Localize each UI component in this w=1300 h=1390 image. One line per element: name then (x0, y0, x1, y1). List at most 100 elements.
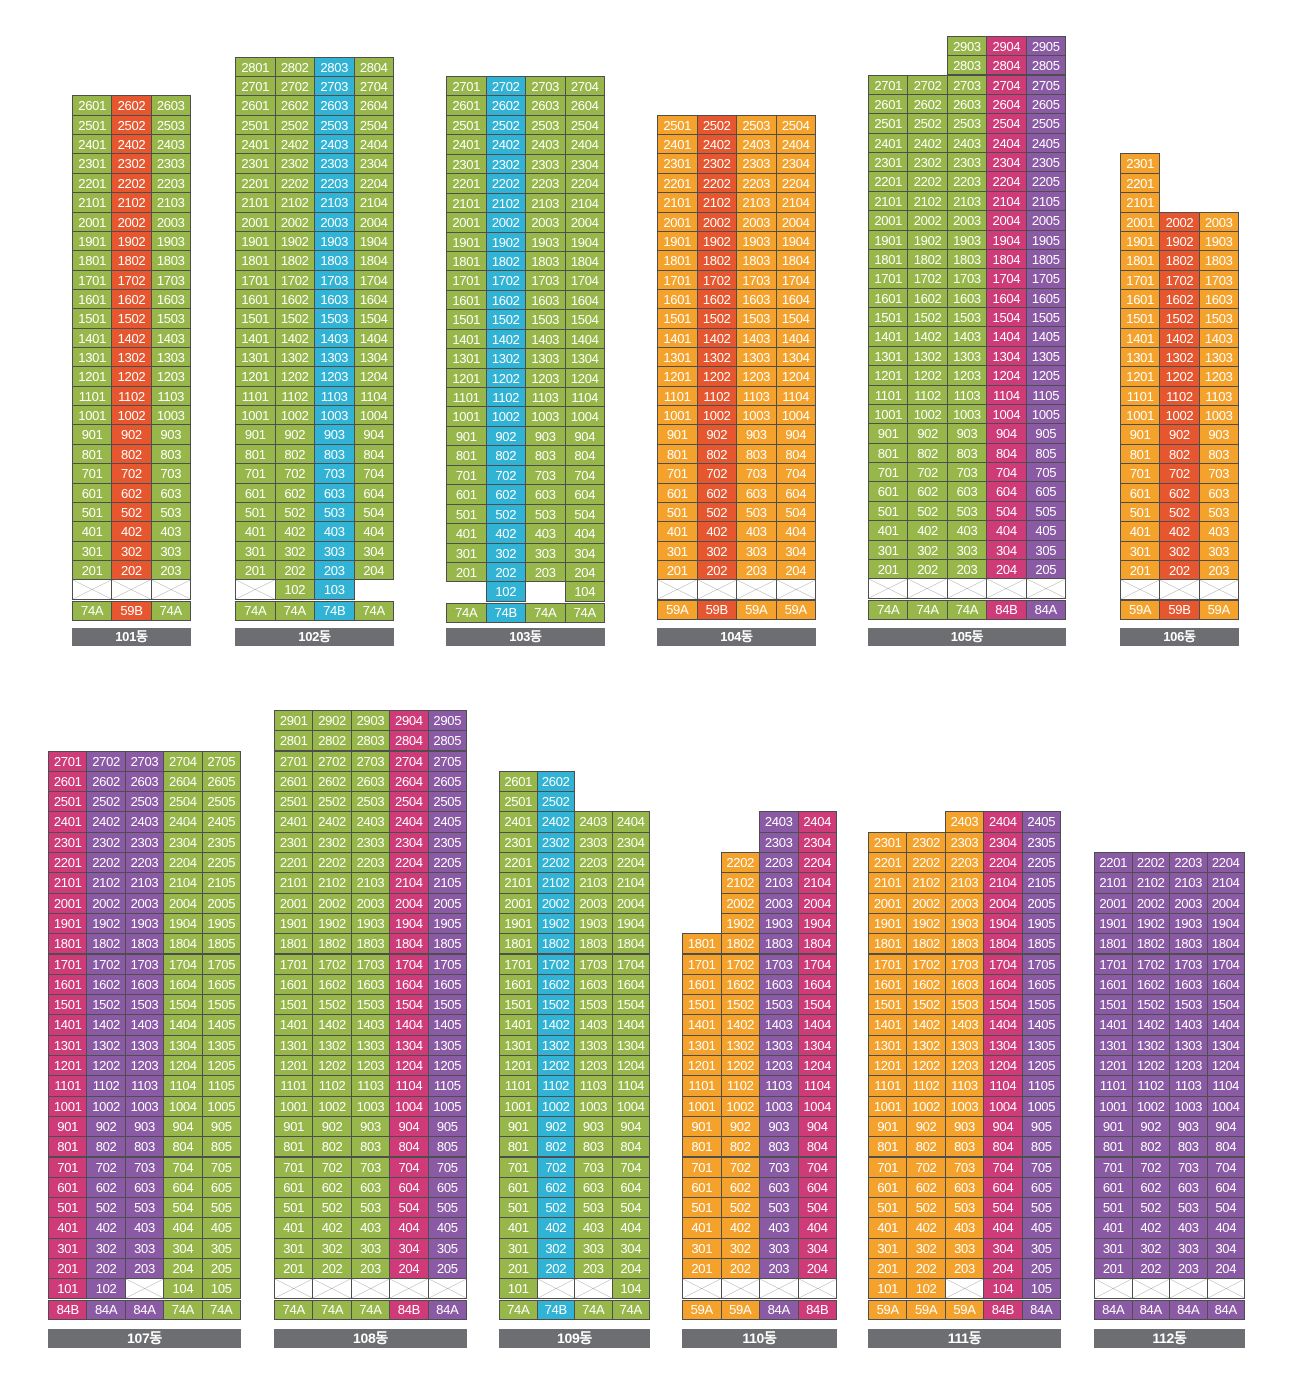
unit-cell[interactable]: 904 (564, 425, 605, 447)
unit-cell[interactable]: 404 (163, 1217, 203, 1239)
unit-cell[interactable]: 2004 (564, 212, 605, 233)
unit-cell[interactable]: 701 (72, 463, 113, 484)
unit-cell[interactable]: 2302 (86, 831, 126, 853)
unit-cell[interactable]: 902 (274, 424, 315, 445)
unit-cell[interactable]: 2305 (1021, 831, 1061, 853)
unit-cell[interactable]: 2301 (868, 831, 908, 853)
unit-cell[interactable]: 2102 (696, 192, 737, 213)
unit-cell[interactable]: 201 (499, 1258, 538, 1280)
unit-cell[interactable]: 1001 (868, 403, 909, 425)
unit-cell[interactable]: 1404 (1206, 1014, 1245, 1036)
unit-cell[interactable]: 2203 (574, 852, 613, 874)
unit-cell[interactable]: 2703 (314, 76, 355, 97)
unit-cell[interactable]: 1303 (1169, 1034, 1208, 1056)
unit-cell[interactable]: 904 (163, 1115, 203, 1138)
unit-cell[interactable]: 1102 (274, 385, 315, 407)
unit-cell[interactable]: 102 (274, 579, 315, 601)
unit-cell[interactable]: 1903 (314, 230, 355, 252)
unit-cell[interactable]: 803 (350, 1136, 391, 1158)
unit-cell[interactable]: 1902 (720, 912, 760, 935)
unit-cell[interactable]: 2001 (499, 892, 538, 914)
unit-cell[interactable]: 1203 (736, 366, 777, 387)
unit-cell[interactable]: 202 (720, 1258, 760, 1280)
unit-cell[interactable]: 2201 (868, 852, 908, 874)
unit-cell[interactable]: 1302 (485, 348, 526, 369)
unit-cell[interactable]: 303 (314, 540, 355, 561)
unit-cell[interactable]: 1903 (759, 912, 799, 935)
unit-cell[interactable]: 2903 (946, 35, 988, 57)
unit-cell[interactable]: 1104 (1206, 1075, 1245, 1097)
unit-cell[interactable]: 2604 (389, 770, 429, 793)
unit-cell[interactable]: 1505 (1021, 994, 1061, 1016)
unit-cell[interactable]: 1202 (906, 1055, 946, 1077)
unit-cell[interactable]: 1904 (986, 229, 1027, 250)
unit-cell[interactable]: 1304 (353, 347, 394, 368)
unit-cell[interactable]: 1801 (1094, 933, 1133, 955)
unit-cell[interactable]: 702 (1131, 1156, 1170, 1178)
unit-cell[interactable]: 1904 (389, 912, 429, 935)
unit-cell[interactable]: 2201 (499, 852, 538, 874)
unit-cell[interactable]: 2403 (759, 811, 799, 833)
unit-cell[interactable]: 2404 (983, 811, 1023, 833)
unit-cell[interactable]: 1102 (312, 1075, 352, 1097)
unit-cell[interactable]: 901 (868, 423, 909, 444)
unit-cell[interactable]: 2601 (235, 95, 276, 116)
unit-cell[interactable]: 1703 (1198, 269, 1239, 290)
unit-cell[interactable]: 402 (1131, 1217, 1170, 1239)
unit-cell[interactable]: 1501 (499, 994, 538, 1016)
unit-cell[interactable]: 905 (1021, 1115, 1061, 1138)
unit-cell[interactable]: 1801 (274, 933, 314, 955)
unit-cell[interactable]: 603 (525, 484, 566, 505)
unit-cell[interactable]: 2004 (1206, 892, 1245, 914)
unit-cell[interactable]: 803 (150, 443, 191, 465)
unit-cell[interactable]: 2602 (86, 770, 126, 793)
unit-cell[interactable]: 1702 (86, 953, 126, 975)
unit-cell[interactable]: 2305 (427, 831, 467, 853)
unit-cell[interactable]: 2304 (163, 831, 203, 853)
unit-cell[interactable]: 2301 (868, 152, 909, 173)
unit-cell[interactable]: 304 (986, 539, 1027, 560)
unit-cell[interactable]: 1805 (1021, 933, 1061, 955)
unit-cell[interactable]: 803 (944, 1136, 985, 1158)
unit-cell[interactable]: 504 (389, 1197, 429, 1219)
unit-cell[interactable]: 401 (1120, 521, 1161, 542)
unit-cell[interactable]: 902 (696, 424, 737, 445)
unit-cell[interactable]: 1502 (312, 994, 352, 1016)
unit-cell[interactable]: 304 (564, 542, 605, 563)
unit-cell[interactable]: 2301 (48, 831, 88, 853)
unit-cell[interactable]: 102 (906, 1278, 946, 1300)
unit-cell[interactable]: 203 (759, 1258, 799, 1280)
unit-cell[interactable]: 1001 (48, 1095, 88, 1117)
unit-cell[interactable]: 2702 (907, 74, 948, 95)
unit-cell[interactable]: 405 (1025, 520, 1066, 541)
unit-cell[interactable]: 1303 (574, 1034, 613, 1056)
unit-cell[interactable]: 2201 (446, 173, 487, 194)
unit-cell[interactable]: 1702 (696, 269, 737, 290)
unit-cell[interactable]: 1205 (1021, 1055, 1061, 1077)
unit-cell[interactable]: 2003 (736, 211, 777, 232)
unit-cell[interactable]: 505 (427, 1197, 467, 1219)
unit-cell[interactable]: 1705 (1025, 268, 1066, 289)
unit-cell[interactable]: 2803 (350, 730, 391, 752)
unit-cell[interactable]: 405 (1021, 1217, 1061, 1239)
unit-cell[interactable]: 602 (720, 1176, 760, 1199)
unit-cell[interactable]: 1201 (1120, 366, 1161, 387)
unit-cell[interactable]: 2202 (312, 852, 352, 874)
unit-cell[interactable]: 1801 (682, 933, 722, 955)
unit-cell[interactable]: 1103 (314, 385, 355, 407)
unit-cell[interactable]: 1104 (389, 1075, 429, 1097)
unit-cell[interactable]: 705 (201, 1156, 241, 1178)
unit-cell[interactable]: 904 (389, 1115, 429, 1138)
unit-cell[interactable]: 202 (907, 559, 948, 580)
unit-cell[interactable]: 2203 (946, 171, 988, 192)
unit-cell[interactable]: 801 (682, 1136, 722, 1158)
unit-cell[interactable]: 2504 (564, 114, 605, 136)
unit-cell[interactable]: 1905 (1025, 229, 1066, 250)
unit-cell[interactable]: 1403 (150, 327, 191, 349)
unit-cell[interactable]: 803 (1198, 443, 1239, 465)
unit-cell[interactable]: 1103 (736, 385, 777, 407)
unit-cell[interactable]: 2503 (946, 113, 988, 134)
unit-cell[interactable]: 2302 (312, 831, 352, 853)
unit-cell[interactable]: 403 (1198, 521, 1239, 542)
unit-cell[interactable]: 701 (1120, 463, 1161, 484)
